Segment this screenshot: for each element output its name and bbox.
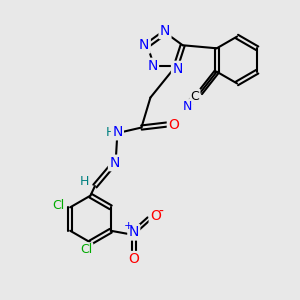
- Text: O: O: [128, 252, 139, 266]
- Text: N: N: [112, 125, 123, 139]
- Text: O: O: [150, 209, 161, 223]
- Text: +: +: [124, 220, 133, 231]
- Text: N: N: [147, 59, 158, 73]
- Text: N: N: [172, 62, 183, 76]
- Text: H: H: [80, 175, 89, 188]
- Text: Cl: Cl: [80, 243, 92, 256]
- Text: N: N: [183, 100, 192, 113]
- Text: H: H: [106, 125, 115, 139]
- Text: C: C: [190, 90, 199, 103]
- Text: O: O: [168, 118, 179, 131]
- Text: Cl: Cl: [52, 199, 64, 212]
- Text: N: N: [160, 24, 170, 38]
- Text: -: -: [158, 205, 163, 219]
- Text: N: N: [139, 38, 149, 52]
- Text: N: N: [109, 156, 120, 170]
- Text: N: N: [129, 225, 139, 239]
